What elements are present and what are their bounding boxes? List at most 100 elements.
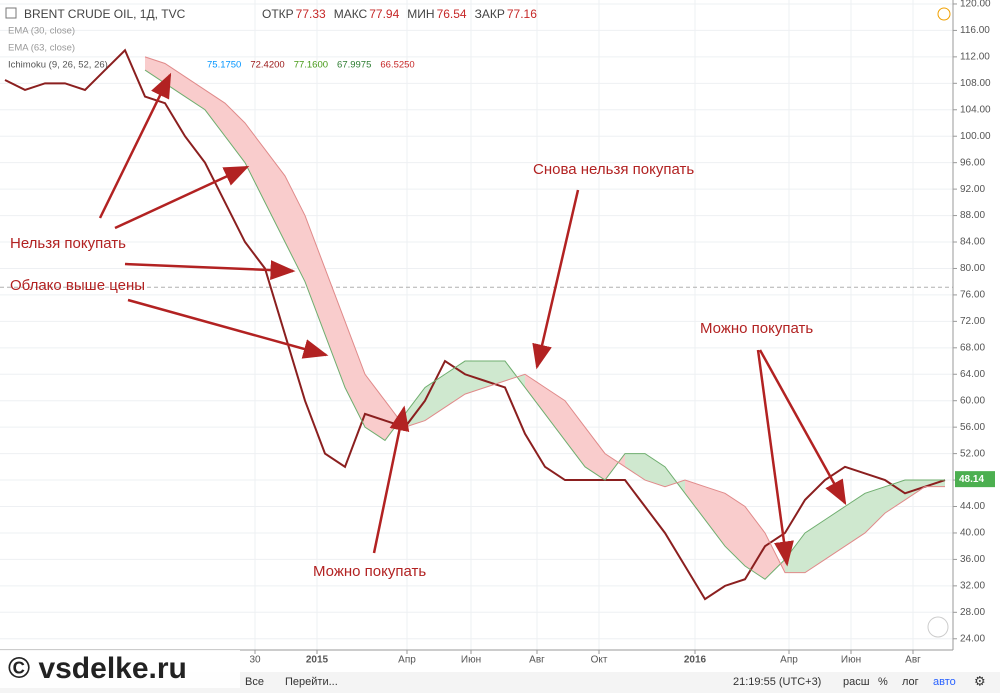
watermark-bg <box>0 650 240 688</box>
x-tick-label: 2016 <box>684 655 707 666</box>
ichimoku-value: 77.1600 <box>294 60 328 71</box>
y-tick-label: 60.00 <box>960 395 985 406</box>
y-tick-label: 76.00 <box>960 290 985 301</box>
annotation: Можно покупать <box>313 563 426 580</box>
annotation: Можно покупать <box>700 320 813 337</box>
annotation: Нельзя покупать <box>10 235 126 252</box>
cloud-segment <box>545 387 565 441</box>
cloud-segment <box>225 103 245 163</box>
collapse-icon[interactable] <box>5 7 17 19</box>
cloud-span <box>144 56 945 574</box>
x-tick-label: Июн <box>841 655 861 666</box>
x-tick-label: 30 <box>249 655 261 666</box>
cloud-segment <box>265 149 285 243</box>
y-tick-label: 104.00 <box>960 104 991 115</box>
cloud-segment <box>885 480 905 514</box>
cloud-segment <box>725 493 745 567</box>
ohlc-value: 77.16 <box>507 7 537 21</box>
goto-button[interactable]: Перейти... <box>285 676 338 688</box>
annotation-arrows <box>98 72 847 567</box>
watermark: © vsdelke.ru <box>8 652 187 685</box>
y-tick-label: 96.00 <box>960 157 985 168</box>
y-tick-label: 80.00 <box>960 263 985 274</box>
option-button[interactable]: лог <box>902 676 919 688</box>
y-tick-label: 56.00 <box>960 422 985 433</box>
ichimoku-value: 72.4200 <box>250 60 284 71</box>
cloud-segment <box>405 387 425 428</box>
indicator-label: Ichimoku (9, 26, 52, 26) <box>8 60 108 71</box>
cloud-segment <box>305 215 325 335</box>
last-price-label: 48.14 <box>959 474 984 485</box>
indicator-label: EMA (63, close) <box>8 43 75 54</box>
x-tick-label: Окт <box>591 655 608 666</box>
x-tick-label: Авг <box>905 655 921 666</box>
x-tick-label: Авг <box>529 655 545 666</box>
cloud-segment <box>525 374 545 414</box>
x-tick-label: 2015 <box>306 655 329 666</box>
cloud-segment <box>585 427 605 481</box>
cloud-segment <box>285 175 305 282</box>
y-tick-label: 64.00 <box>960 369 985 380</box>
cloud-segment <box>805 519 825 573</box>
y-tick-label: 84.00 <box>960 237 985 248</box>
option-button[interactable]: % <box>878 676 888 688</box>
cloud-segment <box>785 532 805 573</box>
option-button[interactable]: авто <box>933 676 956 688</box>
range-button[interactable]: Все <box>245 676 264 688</box>
clock: 21:19:55 (UTC+3) <box>733 676 821 688</box>
y-tick-label: 32.00 <box>960 581 985 592</box>
y-tick-label: 44.00 <box>960 501 985 512</box>
x-tick-label: Июн <box>461 655 481 666</box>
y-tick-label: 52.00 <box>960 448 985 459</box>
ohlc-label: МАКС <box>334 7 368 21</box>
toolbar <box>0 672 1000 693</box>
ohlc-value: 77.94 <box>369 7 399 21</box>
cloud-segment <box>565 400 585 467</box>
cloud-segment <box>485 361 505 388</box>
cloud-segment <box>425 374 445 421</box>
y-tick-label: 92.00 <box>960 184 985 195</box>
cloud-span <box>144 69 945 580</box>
cloud-segment <box>745 506 765 580</box>
y-tick-label: 72.00 <box>960 316 985 327</box>
y-tick-label: 88.00 <box>960 210 985 221</box>
cloud-segment <box>845 493 865 547</box>
cloud-segment <box>165 63 185 97</box>
x-tick-label: Апр <box>398 655 416 666</box>
annotation: Снова нельзя покупать <box>533 161 694 178</box>
cloud-segment <box>825 506 845 560</box>
ohlc-label: МИН <box>407 7 434 21</box>
y-tick-label: 108.00 <box>960 78 991 89</box>
cloud-segment <box>865 486 885 533</box>
symbol-title: BRENT CRUDE OIL, 1Д, TVC <box>24 7 186 21</box>
cloud-segment <box>645 453 665 487</box>
ichimoku-value: 67.9975 <box>337 60 371 71</box>
annotation: Облако выше цены <box>10 277 145 294</box>
y-tick-label: 120.00 <box>960 0 991 10</box>
x-tick-label: Апр <box>780 655 798 666</box>
cloud-segment <box>705 486 725 547</box>
y-tick-label: 112.00 <box>960 52 990 63</box>
y-tick-label: 40.00 <box>960 528 985 539</box>
ohlc-label: ОТКР <box>262 7 294 21</box>
y-tick-label: 100.00 <box>960 131 991 142</box>
cloud-segment <box>685 480 705 520</box>
option-button[interactable]: расш <box>843 676 870 688</box>
cloud-segment <box>625 453 645 481</box>
ichimoku-value: 75.1750 <box>207 60 241 71</box>
ohlc-value: 77.33 <box>296 7 326 21</box>
last-price-box <box>955 471 995 488</box>
y-tick-label: 116.00 <box>960 25 990 36</box>
y-tick-label: 68.00 <box>960 342 985 353</box>
cloud-segment <box>205 89 225 137</box>
ohlc-value: 76.54 <box>437 7 467 21</box>
alert-icon[interactable] <box>937 7 951 21</box>
cloud-segment <box>445 361 465 408</box>
settings-icon[interactable]: ⚙ <box>974 673 986 688</box>
scroll-button[interactable] <box>927 616 949 638</box>
price-line <box>4 48 946 601</box>
ohlc-label: ЗАКР <box>475 7 505 21</box>
ichimoku-value: 66.5250 <box>380 60 414 71</box>
y-tick-label: 36.00 <box>960 554 985 565</box>
